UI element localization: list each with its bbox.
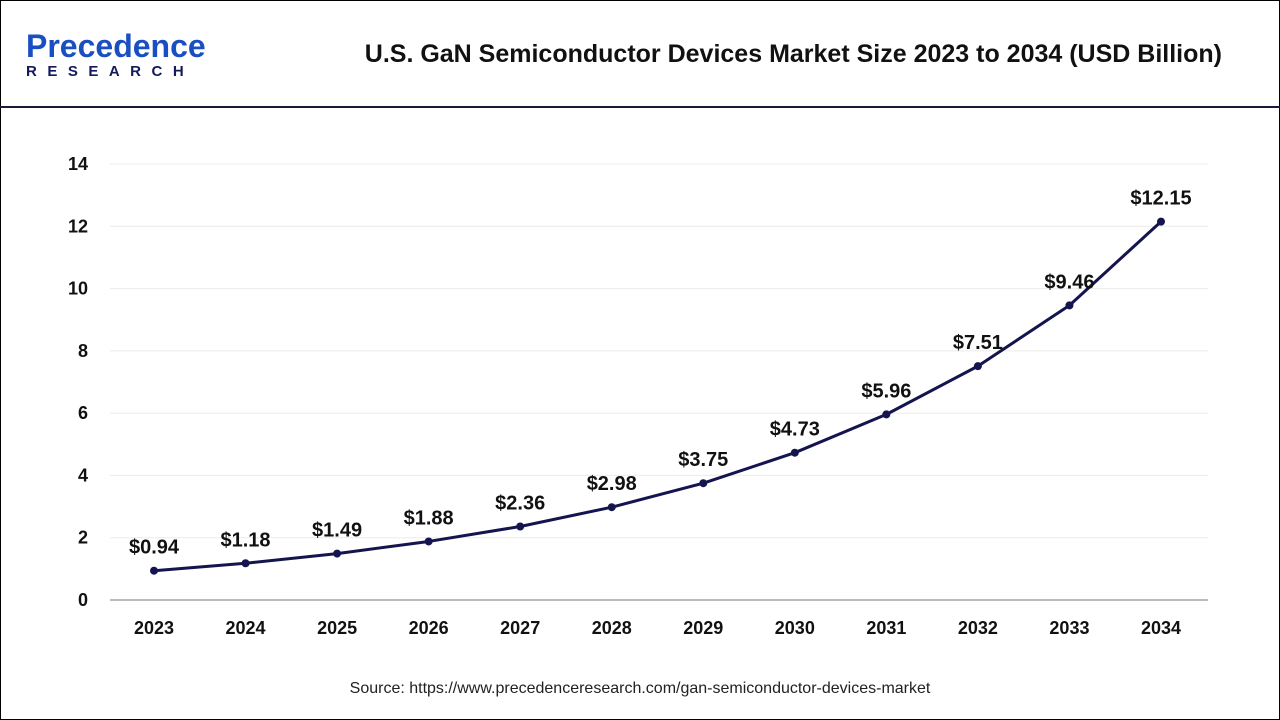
data-point	[1065, 301, 1074, 310]
x-tick-label: 2032	[958, 618, 998, 638]
x-tick-label: 2025	[317, 618, 357, 638]
header-divider	[0, 106, 1280, 108]
y-tick-label: 14	[68, 154, 88, 174]
logo-sub-text: RESEARCH	[26, 63, 195, 80]
x-tick-label: 2026	[409, 618, 449, 638]
data-point	[150, 566, 158, 575]
y-tick-label: 10	[68, 279, 88, 299]
data-point	[973, 362, 982, 371]
data-point	[241, 559, 250, 568]
data-label: $4.73	[770, 419, 820, 441]
x-tick-label: 2023	[134, 618, 174, 638]
data-point	[1157, 217, 1165, 226]
x-tick-label: 2027	[500, 618, 540, 638]
y-tick-label: 0	[78, 590, 88, 610]
data-point	[790, 448, 799, 457]
data-label: $5.96	[861, 380, 911, 402]
y-tick-label: 8	[78, 341, 88, 361]
data-point	[516, 522, 525, 531]
data-point	[882, 410, 891, 419]
data-point	[607, 503, 616, 512]
x-tick-label: 2034	[1141, 618, 1181, 638]
chart-title: U.S. GaN Semiconductor Devices Market Si…	[364, 40, 1222, 68]
data-label: $7.51	[953, 332, 1003, 354]
data-label: $1.18	[221, 529, 271, 551]
data-label: $9.46	[1044, 271, 1094, 293]
x-tick-label: 2030	[775, 618, 815, 638]
data-label: $2.36	[495, 493, 545, 515]
y-tick-label: 12	[68, 216, 88, 236]
y-tick-label: 6	[78, 403, 88, 423]
source-text: Source: https://www.precedenceresearch.c…	[349, 680, 931, 697]
series-line	[153, 220, 1163, 573]
data-label: $0.94	[129, 537, 180, 559]
data-label: $12.15	[1130, 188, 1191, 210]
x-tick-label: 2033	[1049, 618, 1089, 638]
x-tick-label: 2031	[866, 618, 906, 638]
data-point	[333, 549, 342, 558]
x-tick-label: 2024	[226, 618, 266, 638]
x-tick-label: 2029	[683, 618, 723, 638]
data-point	[699, 479, 708, 488]
x-tick-label: 2028	[592, 618, 632, 638]
y-tick-label: 2	[78, 528, 88, 548]
data-point	[424, 537, 433, 546]
y-tick-label: 4	[78, 465, 88, 485]
data-label: $3.75	[678, 449, 728, 471]
data-label: $1.49	[312, 520, 362, 542]
logo-main-text: Precedence	[26, 28, 206, 64]
logo: Precedence RESEARCH	[26, 30, 206, 80]
data-label: $2.98	[587, 473, 637, 495]
data-label: $1.88	[404, 507, 454, 529]
